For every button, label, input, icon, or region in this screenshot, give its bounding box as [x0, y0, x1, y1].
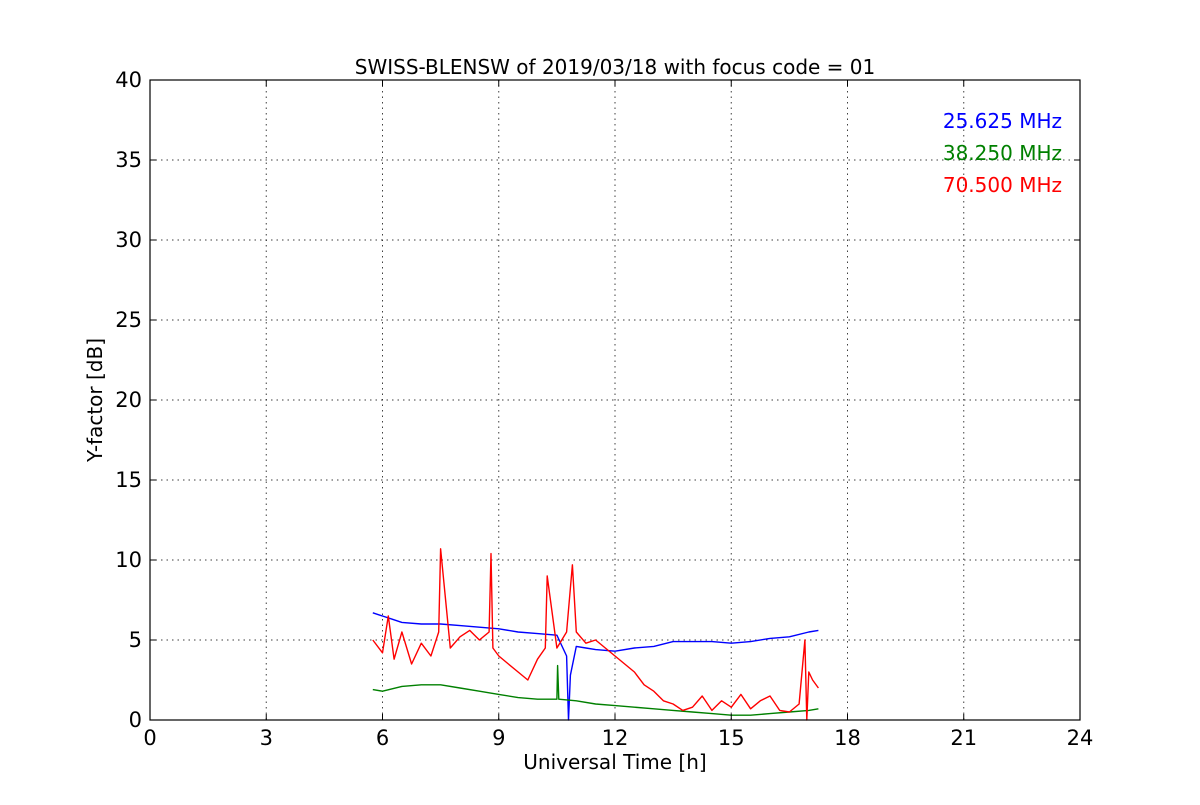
- x-tick-label: 12: [602, 726, 629, 750]
- y-tick-label: 20: [115, 388, 142, 412]
- legend-entry-70-500-mhz: 70.500 MHz: [943, 173, 1062, 197]
- legend-entry-38-250-mhz: 38.250 MHz: [943, 141, 1062, 165]
- series-line-70-500-mhz: [372, 548, 819, 721]
- y-tick-label: 0: [129, 708, 142, 732]
- x-axis-label: Universal Time [h]: [523, 750, 706, 774]
- y-tick-label: 10: [115, 548, 142, 572]
- x-tick-label: 21: [950, 726, 977, 750]
- series-line-38-250-mhz: [372, 664, 819, 716]
- y-tick-label: 5: [129, 628, 142, 652]
- x-tick-label: 0: [143, 726, 156, 750]
- y-tick-label: 25: [115, 308, 142, 332]
- x-tick-label: 24: [1067, 726, 1094, 750]
- legend-entry-25-625-mhz: 25.625 MHz: [943, 109, 1062, 133]
- y-tick-label: 35: [115, 148, 142, 172]
- series-line-25-625-mhz: [372, 612, 819, 721]
- x-tick-label: 9: [492, 726, 505, 750]
- x-tick-label: 15: [718, 726, 745, 750]
- plot-series: [372, 548, 819, 721]
- y-tick-label: 15: [115, 468, 142, 492]
- chart-title: SWISS-BLENSW of 2019/03/18 with focus co…: [355, 55, 876, 79]
- x-tick-label: 3: [260, 726, 273, 750]
- y-tick-label: 30: [115, 228, 142, 252]
- axis-ticks: 0 3 6 9 12 15 18 21 24 0 5 10 15 20 25 30 35 40: [115, 68, 1093, 750]
- legend: 25.625 MHz 38.250 MHz 70.500 MHz: [943, 109, 1062, 197]
- grid-lines: [150, 80, 1080, 720]
- y-tick-label: 40: [115, 68, 142, 92]
- x-tick-label: 18: [834, 726, 861, 750]
- y-axis-label: Y-factor [dB]: [83, 338, 107, 463]
- x-tick-label: 6: [376, 726, 389, 750]
